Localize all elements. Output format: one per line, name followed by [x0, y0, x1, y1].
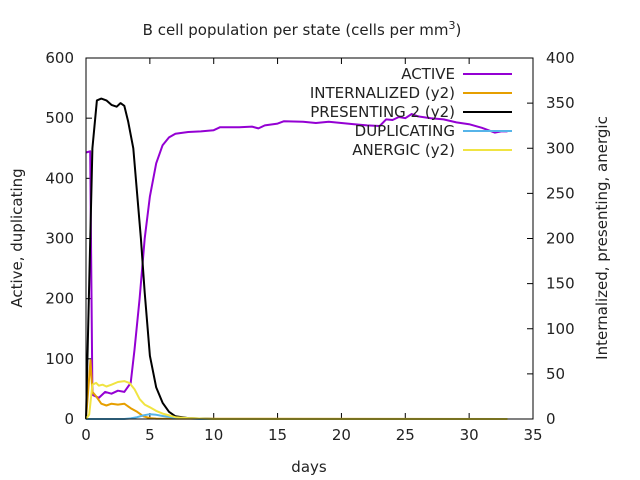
y2-tick-label: 200 — [546, 230, 575, 248]
y2-tick-label: 150 — [546, 275, 575, 293]
y2-axis-label: Internalized, presenting, anergic — [593, 116, 611, 360]
series-line-1 — [85, 359, 508, 420]
x-tick-label: 35 — [523, 426, 542, 444]
legend-label: INTERNALIZED (y2) — [310, 84, 455, 102]
series-line-4 — [85, 380, 508, 420]
x-tick-label: 0 — [81, 426, 91, 444]
y2-tick-label: 50 — [546, 365, 565, 383]
y2-tick-label: 300 — [546, 139, 575, 157]
chart-title-suffix: ) — [455, 21, 461, 39]
axis-ticks: 0 5 10 15 20 25 30 3501002003004005006000501001… — [45, 49, 574, 444]
x-tick-label: 30 — [460, 426, 479, 444]
y2-tick-label: 400 — [546, 49, 575, 67]
legend-label: ACTIVE — [401, 65, 455, 83]
x-tick-label: 10 — [204, 426, 223, 444]
legend-label: PRESENTING 2 (y2) — [310, 103, 455, 121]
series-line-2 — [85, 97, 508, 420]
y-tick-label: 0 — [64, 410, 74, 428]
y2-tick-label: 100 — [546, 320, 575, 338]
y-tick-label: 200 — [45, 290, 74, 308]
y-tick-label: 100 — [45, 350, 74, 368]
x-tick-label: 25 — [396, 426, 415, 444]
x-tick-label: 15 — [268, 426, 287, 444]
legend-label: ANERGIC (y2) — [352, 141, 455, 159]
y2-tick-label: 350 — [546, 94, 575, 112]
x-tick-label: 5 — [145, 426, 155, 444]
x-tick-label: 20 — [332, 426, 351, 444]
chart-title-main: B cell population per state (cells per m… — [143, 21, 449, 39]
y-tick-label: 500 — [45, 109, 74, 127]
plot-frame — [85, 57, 534, 420]
x-axis-label: days — [291, 458, 327, 476]
y-axis-label: Active, duplicating — [8, 168, 26, 307]
y2-tick-label: 0 — [546, 410, 556, 428]
y2-tick-label: 250 — [546, 184, 575, 202]
y-tick-label: 600 — [45, 49, 74, 67]
y-tick-label: 400 — [45, 169, 74, 187]
chart-title: B cell population per state (cells per m… — [143, 19, 462, 39]
y-tick-label: 300 — [45, 230, 74, 248]
legend-label: DUPLICATING — [355, 122, 455, 140]
chart-title-superscript: 3 — [448, 19, 455, 32]
